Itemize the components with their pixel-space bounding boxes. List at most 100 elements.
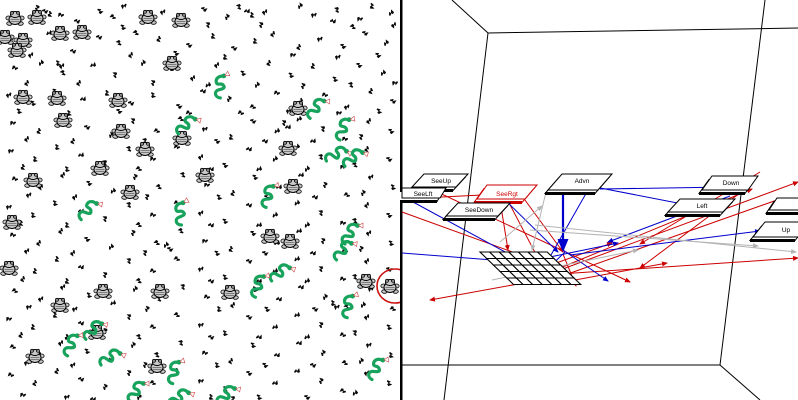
bug[interactable] — [298, 81, 307, 90]
bug[interactable] — [31, 379, 40, 388]
frog[interactable] — [111, 123, 131, 139]
snake[interactable] — [331, 114, 360, 143]
bug[interactable] — [84, 347, 91, 355]
bug[interactable] — [127, 98, 136, 107]
bug[interactable] — [356, 244, 365, 253]
bug[interactable] — [8, 149, 14, 154]
bug[interactable] — [104, 89, 111, 97]
bug[interactable] — [96, 6, 105, 15]
bug[interactable] — [153, 351, 160, 359]
bug[interactable] — [77, 263, 85, 270]
snake[interactable] — [166, 383, 197, 400]
bug[interactable] — [6, 371, 15, 380]
bug[interactable] — [317, 321, 324, 329]
bug[interactable] — [222, 53, 229, 61]
bug[interactable] — [357, 133, 364, 141]
bug[interactable] — [155, 35, 164, 44]
bug[interactable] — [316, 376, 325, 385]
frog[interactable] — [220, 284, 240, 300]
bug[interactable] — [317, 153, 324, 161]
frog[interactable] — [171, 12, 191, 28]
bug[interactable] — [8, 231, 17, 240]
bug[interactable] — [316, 36, 324, 43]
bug[interactable] — [100, 382, 109, 391]
bug[interactable] — [10, 175, 19, 184]
bug[interactable] — [255, 165, 263, 172]
bug[interactable] — [293, 255, 301, 262]
brain-3d-canvas[interactable]: SeeUp SeeLft SeeRgt SeeDown Advn Down Left Up — [400, 0, 798, 400]
bug[interactable] — [333, 304, 341, 311]
bug[interactable] — [342, 191, 351, 200]
bug[interactable] — [172, 255, 181, 264]
bug[interactable] — [199, 87, 207, 95]
bug[interactable] — [245, 200, 254, 209]
bug[interactable] — [216, 193, 223, 201]
bug[interactable] — [236, 109, 245, 118]
bug[interactable] — [318, 348, 327, 357]
bug[interactable] — [378, 68, 387, 77]
bug[interactable] — [214, 361, 221, 369]
bug[interactable] — [138, 58, 147, 67]
bug[interactable] — [230, 43, 239, 52]
bug[interactable] — [261, 8, 270, 17]
bug[interactable] — [376, 107, 383, 115]
bug[interactable] — [20, 163, 27, 171]
bug[interactable] — [69, 249, 78, 258]
bug[interactable] — [273, 127, 281, 134]
bug[interactable] — [207, 276, 216, 285]
neuron-cell[interactable] — [563, 277, 583, 286]
bug[interactable] — [19, 392, 27, 399]
bug[interactable] — [255, 333, 263, 340]
bug[interactable] — [288, 71, 295, 79]
bug[interactable] — [197, 322, 205, 329]
bug[interactable] — [35, 239, 44, 248]
bug[interactable] — [143, 193, 150, 201]
bug[interactable] — [204, 21, 211, 29]
bug[interactable] — [83, 234, 92, 243]
frog[interactable] — [280, 233, 300, 249]
bug[interactable] — [179, 171, 186, 179]
bug[interactable] — [381, 38, 390, 47]
world-view-panel[interactable] — [0, 0, 400, 400]
bug[interactable] — [89, 395, 97, 400]
bug[interactable] — [197, 153, 206, 162]
bug[interactable] — [388, 239, 395, 247]
frog[interactable] — [13, 89, 33, 105]
bug[interactable] — [197, 209, 205, 217]
bug[interactable] — [320, 180, 329, 189]
bug[interactable] — [387, 126, 396, 135]
bug[interactable] — [154, 183, 163, 192]
bug[interactable] — [261, 360, 270, 369]
frog[interactable] — [23, 172, 43, 188]
frog[interactable] — [50, 297, 70, 313]
bug[interactable] — [201, 349, 209, 357]
bug[interactable] — [10, 64, 19, 73]
bug[interactable] — [271, 379, 279, 386]
bug[interactable] — [77, 151, 85, 158]
tile-left[interactable]: Left — [663, 198, 737, 217]
bug[interactable] — [127, 51, 136, 60]
bug[interactable] — [245, 368, 254, 377]
bug[interactable] — [172, 48, 181, 57]
bug[interactable] — [201, 238, 209, 245]
bug[interactable] — [369, 2, 376, 10]
bug[interactable] — [221, 160, 230, 169]
bug[interactable] — [200, 4, 209, 13]
bug[interactable] — [222, 12, 231, 21]
bug[interactable] — [172, 311, 181, 320]
bug[interactable] — [249, 116, 258, 125]
bug[interactable] — [297, 283, 305, 290]
frog[interactable] — [2, 214, 22, 230]
world-canvas[interactable] — [0, 0, 400, 400]
bug[interactable] — [341, 136, 349, 143]
bug[interactable] — [198, 379, 204, 384]
bug[interactable] — [335, 110, 343, 117]
bug[interactable] — [77, 318, 86, 327]
bug[interactable] — [106, 242, 115, 251]
bug[interactable] — [295, 115, 303, 122]
bug[interactable] — [5, 92, 13, 99]
bug[interactable] — [17, 331, 26, 340]
frog[interactable] — [108, 92, 128, 108]
bug[interactable] — [261, 136, 270, 145]
bug[interactable] — [10, 287, 19, 296]
